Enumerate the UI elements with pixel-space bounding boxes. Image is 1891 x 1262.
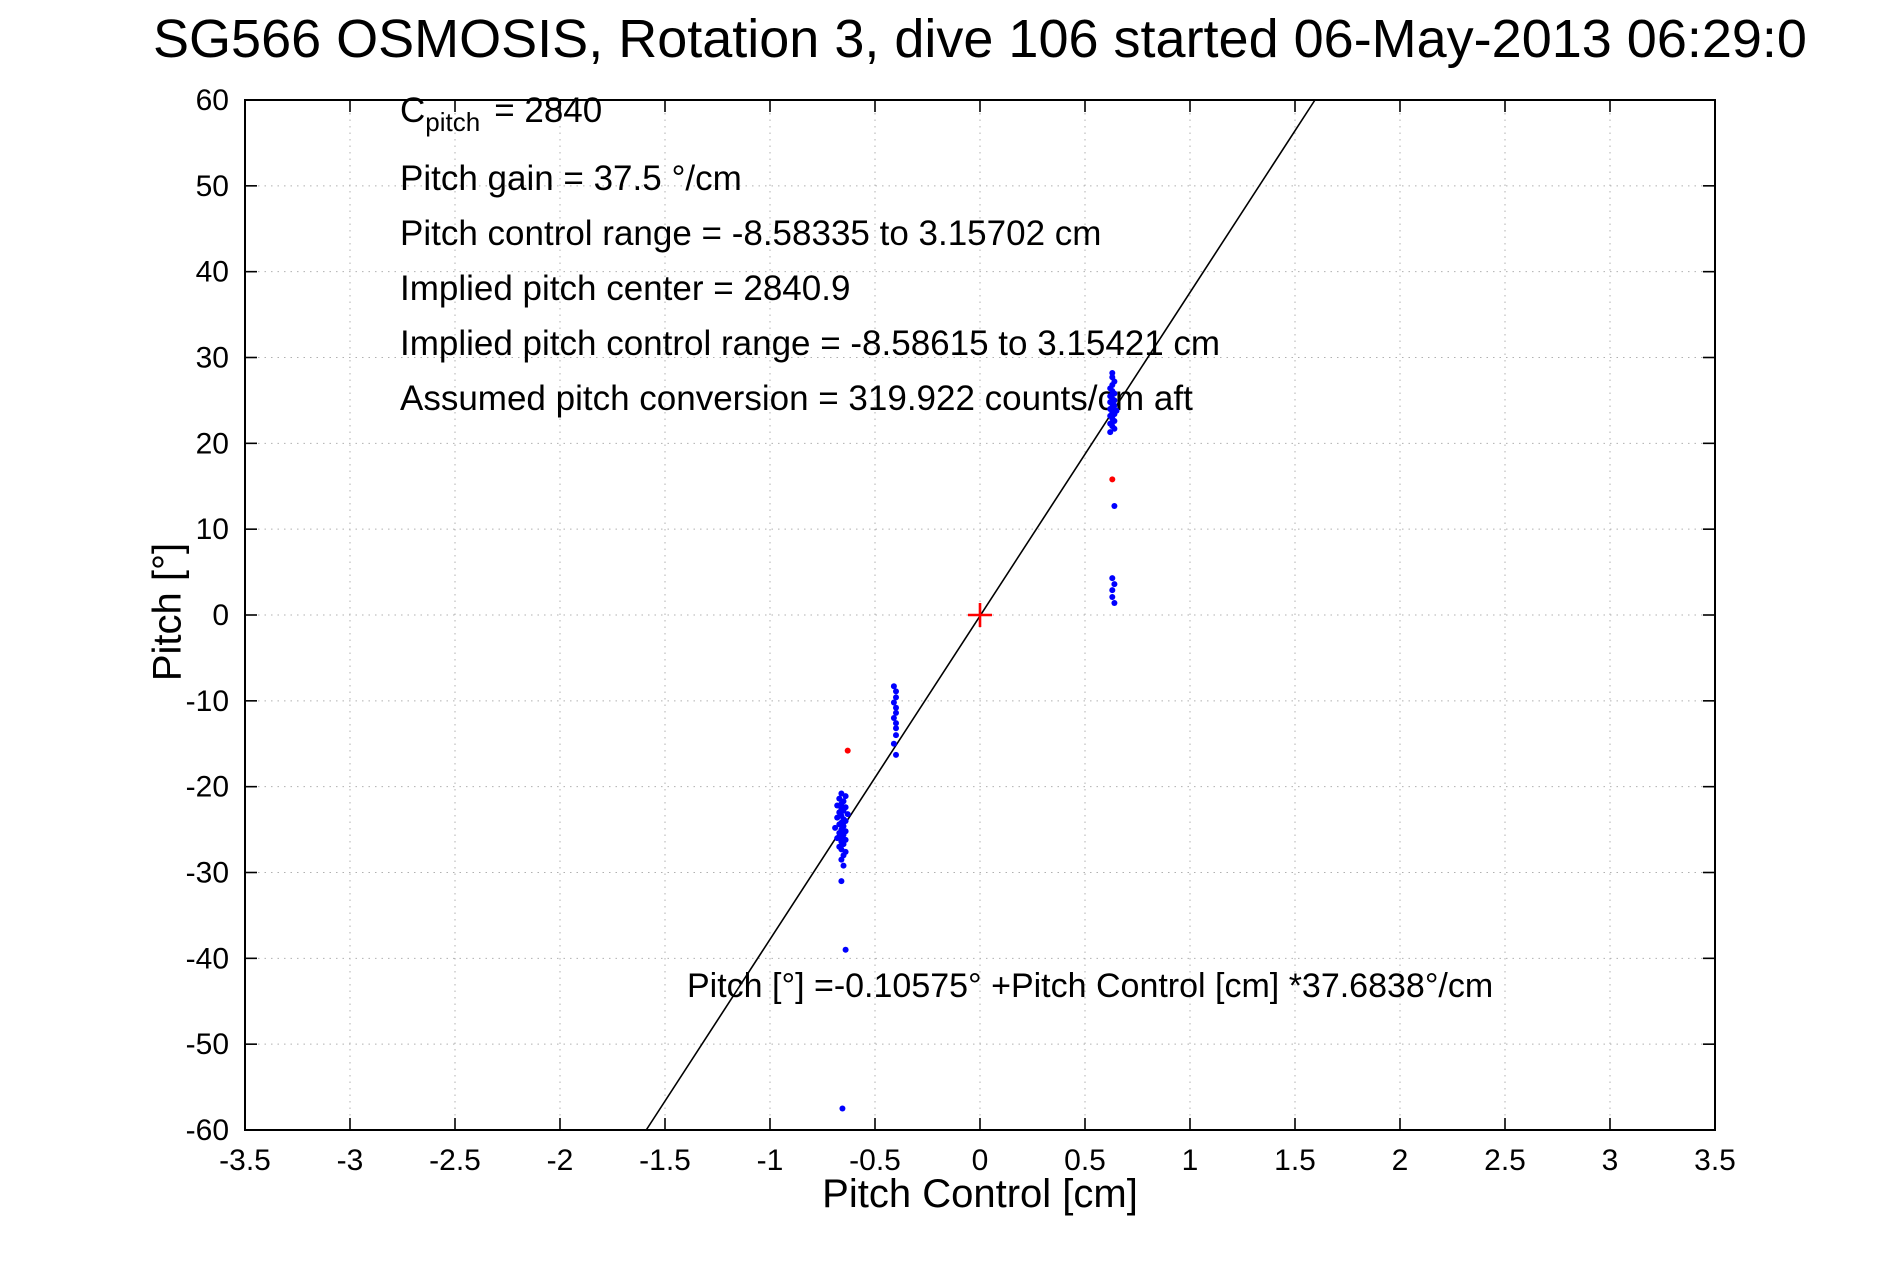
x-tick-label: 2	[1392, 1144, 1409, 1177]
origin-plus-marker	[968, 603, 992, 627]
y-tick-label: -60	[186, 1114, 229, 1147]
data-point-samples	[838, 856, 845, 863]
data-point-samples	[840, 862, 847, 869]
data-point-samples	[1107, 429, 1114, 436]
data-point-samples	[834, 802, 841, 809]
y-tick-label: -50	[186, 1028, 229, 1061]
x-tick-label: -3	[337, 1144, 364, 1177]
x-tick-label: 0	[972, 1144, 989, 1177]
y-tick-label: 50	[196, 170, 229, 203]
x-tick-label: 1.5	[1274, 1144, 1316, 1177]
x-tick-label: 3	[1602, 1144, 1619, 1177]
data-point-samples	[890, 699, 897, 706]
x-tick-label: 2.5	[1484, 1144, 1526, 1177]
data-point-samples	[838, 878, 845, 885]
y-tick-label: -40	[186, 942, 229, 975]
data-point-samples	[893, 720, 899, 727]
data-point-samples	[844, 811, 851, 818]
fit-equation: Pitch [°] =-0.10575° +Pitch Control [cm]…	[687, 967, 1493, 1005]
x-tick-label: -1.5	[639, 1144, 691, 1177]
chart-title: SG566 OSMOSIS, Rotation 3, dive 106 star…	[153, 9, 1807, 69]
data-point-samples	[890, 715, 897, 721]
data-point-samples	[1109, 575, 1116, 582]
y-tick-label: 10	[196, 513, 229, 546]
data-point-samples	[839, 1105, 846, 1112]
x-tick-label: -0.5	[849, 1144, 901, 1177]
annotation-line: Pitch gain = 37.5 °/cm	[400, 159, 742, 198]
data-point-samples	[834, 835, 841, 842]
y-tick-label: 60	[196, 84, 229, 117]
y-tick-label: -30	[186, 857, 229, 890]
data-point-flagged	[844, 747, 851, 754]
data-point-samples	[1109, 369, 1116, 376]
y-tick-label: -10	[186, 685, 229, 718]
data-point-samples	[893, 732, 899, 739]
annotation-line: Implied pitch control range = -8.58615 t…	[400, 324, 1220, 363]
data-point-samples	[832, 824, 839, 831]
data-point-samples	[893, 709, 899, 716]
y-tick-label: 0	[212, 599, 229, 632]
data-point-samples	[834, 814, 841, 821]
data-point-flagged	[1109, 476, 1116, 483]
x-tick-label: 1	[1182, 1144, 1199, 1177]
data-point-samples	[893, 725, 899, 732]
data-point-samples	[1111, 599, 1118, 606]
data-point-samples	[1109, 587, 1116, 594]
y-tick-label: 20	[196, 427, 229, 460]
annotation-line: Implied pitch center = 2840.9	[400, 269, 850, 308]
data-point-samples	[1111, 502, 1118, 509]
data-point-samples	[1113, 407, 1120, 414]
y-axis-label: Pitch [°]	[145, 542, 190, 682]
x-tick-label: -3.5	[219, 1144, 271, 1177]
x-tick-label: -2.5	[429, 1144, 481, 1177]
annotation-line: Assumed pitch conversion = 319.922 count…	[400, 379, 1193, 418]
y-tick-label: -20	[186, 771, 229, 804]
y-tick-label: 30	[196, 342, 229, 375]
data-point-samples	[890, 740, 897, 747]
data-point-samples	[1111, 581, 1118, 588]
data-point-samples	[893, 751, 899, 758]
y-tick-label: 40	[196, 256, 229, 289]
data-point-samples	[893, 704, 899, 711]
x-axis-label: Pitch Control [cm]	[822, 1172, 1138, 1216]
x-tick-label: 0.5	[1064, 1144, 1106, 1177]
data-point-samples	[842, 793, 849, 800]
data-point-samples	[1109, 374, 1116, 381]
data-point-samples	[893, 688, 899, 695]
x-tick-label: -2	[547, 1144, 574, 1177]
x-tick-label: 3.5	[1694, 1144, 1736, 1177]
x-tick-label: -1	[757, 1144, 784, 1177]
annotation-cpitch: Cpitch = 2840	[400, 91, 602, 137]
data-point-samples	[842, 946, 849, 953]
data-point-samples	[890, 683, 897, 690]
annotation-line: Pitch control range = -8.58335 to 3.1570…	[400, 214, 1101, 253]
data-point-samples	[893, 694, 899, 701]
data-point-samples	[1109, 593, 1116, 600]
